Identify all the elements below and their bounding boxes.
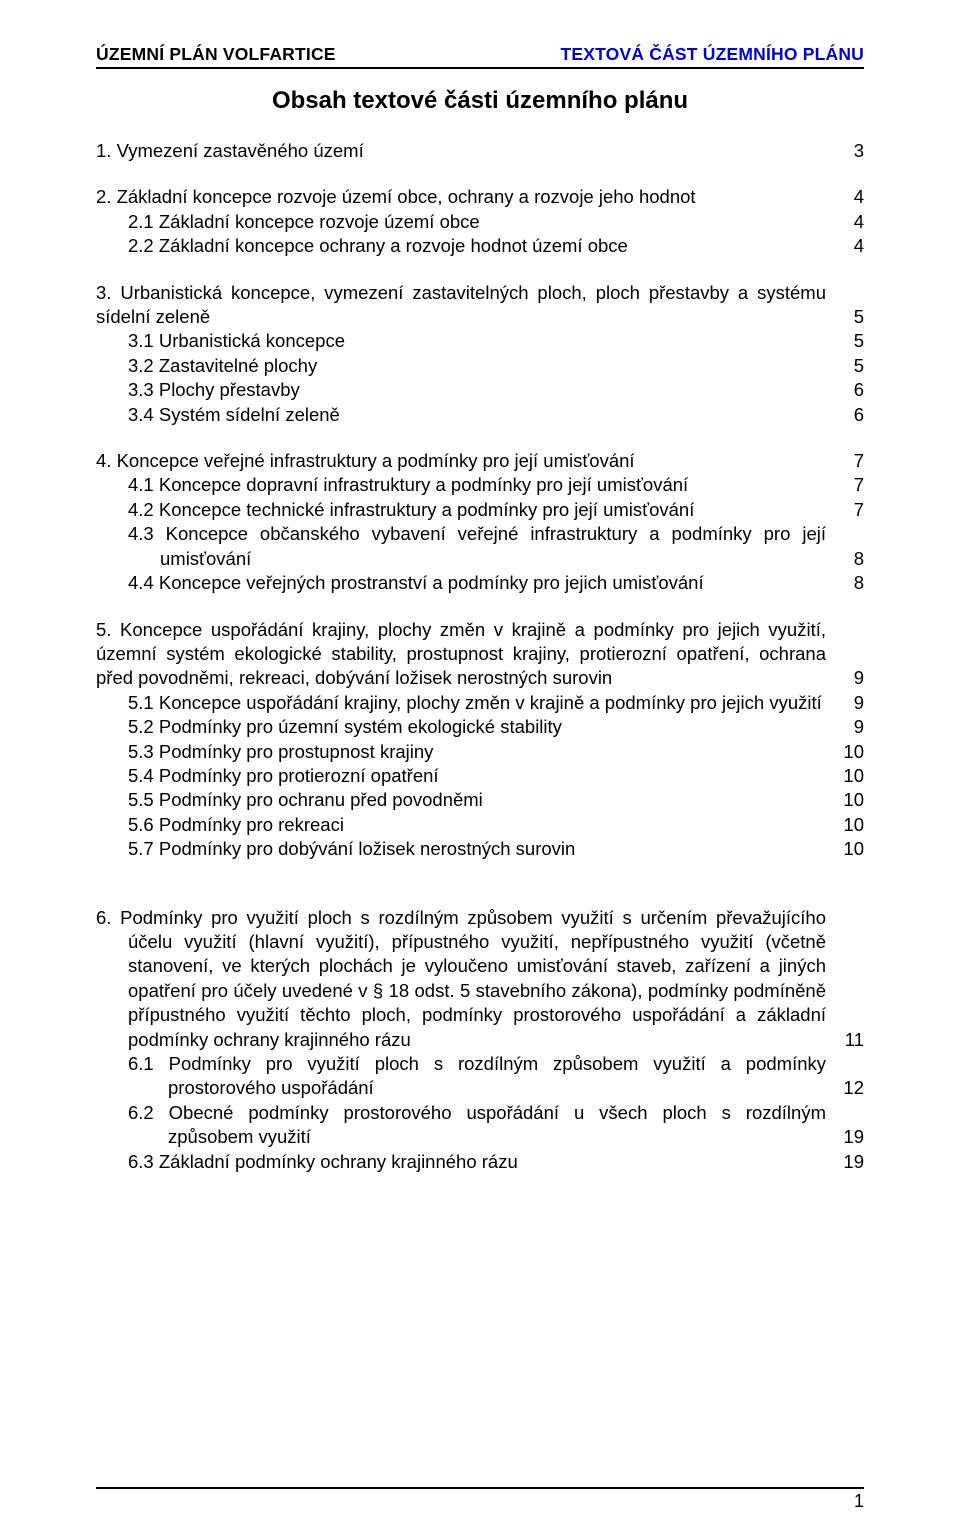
toc-row: 6. Podmínky pro využití ploch s rozdílný…: [96, 906, 864, 1052]
toc-row: 3.1 Urbanistická koncepce 5: [96, 329, 864, 353]
toc-label: 6.1 Podmínky pro využití ploch s rozdíln…: [96, 1052, 834, 1101]
header-left: ÚZEMNÍ PLÁN VOLFARTICE: [96, 44, 336, 65]
toc-page: 9: [834, 666, 864, 690]
toc-page: 10: [834, 764, 864, 788]
running-header: ÚZEMNÍ PLÁN VOLFARTICE TEXTOVÁ ČÁST ÚZEM…: [96, 44, 864, 69]
toc-page: 3: [834, 139, 864, 163]
toc-page: 9: [834, 715, 864, 739]
toc-row: 3.3 Plochy přestavby 6: [96, 378, 864, 402]
toc-label: 5.5 Podmínky pro ochranu před povodněmi: [96, 788, 834, 812]
toc-label: 6.2 Obecné podmínky prostorového uspořád…: [96, 1101, 834, 1150]
toc-label: 3. Urbanistická koncepce, vymezení zasta…: [96, 281, 834, 330]
toc-label: 5.3 Podmínky pro prostupnost krajiny: [96, 740, 834, 764]
toc-row: 5.4 Podmínky pro protierozní opatření 10: [96, 764, 864, 788]
toc-page: 4: [834, 210, 864, 234]
toc-label: 2. Základní koncepce rozvoje území obce,…: [96, 185, 834, 209]
toc-row: 2.2 Základní koncepce ochrany a rozvoje …: [96, 234, 864, 258]
toc-row: 4.1 Koncepce dopravní infrastruktury a p…: [96, 473, 864, 497]
toc-page: 8: [834, 571, 864, 595]
toc-page: 5: [834, 305, 864, 329]
toc-page: 7: [834, 449, 864, 473]
toc-row: 5.6 Podmínky pro rekreaci 10: [96, 813, 864, 837]
toc-label: 2.2 Základní koncepce ochrany a rozvoje …: [128, 234, 834, 258]
toc-label: 5. Koncepce uspořádání krajiny, plochy z…: [96, 618, 834, 691]
toc-row: 3. Urbanistická koncepce, vymezení zasta…: [96, 281, 864, 330]
toc-page: 10: [834, 788, 864, 812]
toc-page: 12: [834, 1076, 864, 1100]
toc-row: 2. Základní koncepce rozvoje území obce,…: [96, 185, 864, 209]
toc-page: 9: [834, 691, 864, 715]
toc-label: 5.4 Podmínky pro protierozní opatření: [96, 764, 834, 788]
toc-row: 5.3 Podmínky pro prostupnost krajiny 10: [96, 740, 864, 764]
toc-row: 4.4 Koncepce veřejných prostranství a po…: [96, 571, 864, 595]
spacer: [96, 884, 864, 906]
toc-page: 6: [834, 403, 864, 427]
toc-page: 8: [834, 547, 864, 571]
toc-label: 5.6 Podmínky pro rekreaci: [96, 813, 834, 837]
toc-label: 4. Koncepce veřejné infrastruktury a pod…: [96, 449, 834, 473]
toc-page: 19: [834, 1125, 864, 1149]
toc-section-3: 3. Urbanistická koncepce, vymezení zasta…: [96, 281, 864, 427]
toc-section-2: 2. Základní koncepce rozvoje území obce,…: [96, 185, 864, 258]
toc-row: 5.1 Koncepce uspořádání krajiny, plochy …: [96, 691, 864, 715]
toc-label: 5.7 Podmínky pro dobývání ložisek nerost…: [96, 837, 834, 861]
toc-label: 3.2 Zastavitelné plochy: [128, 354, 834, 378]
toc-label: 4.2 Koncepce technické infrastruktury a …: [128, 498, 834, 522]
toc-label: 1. Vymezení zastavěného území: [96, 139, 834, 163]
toc-page: 6: [834, 378, 864, 402]
toc-page: 7: [834, 498, 864, 522]
toc-row: 4. Koncepce veřejné infrastruktury a pod…: [96, 449, 864, 473]
toc-row: 1. Vymezení zastavěného území 3: [96, 139, 864, 163]
toc-row: 3.4 Systém sídelní zeleně 6: [96, 403, 864, 427]
toc-row: 6.1 Podmínky pro využití ploch s rozdíln…: [96, 1052, 864, 1101]
toc-row: 6.2 Obecné podmínky prostorového uspořád…: [96, 1101, 864, 1150]
toc-page: 10: [834, 813, 864, 837]
toc-page: 5: [834, 354, 864, 378]
toc-label: 6.3 Základní podmínky ochrany krajinného…: [96, 1150, 834, 1174]
toc-row: 5.5 Podmínky pro ochranu před povodněmi …: [96, 788, 864, 812]
toc-page: 10: [834, 740, 864, 764]
toc-section-1: 1. Vymezení zastavěného území 3: [96, 139, 864, 163]
toc-section-5: 5. Koncepce uspořádání krajiny, plochy z…: [96, 618, 864, 862]
toc-label: 3.3 Plochy přestavby: [128, 378, 834, 402]
toc-label: 4.4 Koncepce veřejných prostranství a po…: [128, 571, 834, 595]
toc-row: 4.2 Koncepce technické infrastruktury a …: [96, 498, 864, 522]
toc-label: 4.3 Koncepce občanského vybavení veřejné…: [128, 522, 834, 571]
page-number: 1: [854, 1491, 864, 1511]
toc-page: 4: [834, 185, 864, 209]
toc-page: 5: [834, 329, 864, 353]
toc-page: 19: [834, 1150, 864, 1174]
page-title: Obsah textové části územního plánu: [96, 87, 864, 115]
toc-row: 3.2 Zastavitelné plochy 5: [96, 354, 864, 378]
toc-label: 3.1 Urbanistická koncepce: [128, 329, 834, 353]
toc-label: 4.1 Koncepce dopravní infrastruktury a p…: [128, 473, 834, 497]
toc-label: 5.1 Koncepce uspořádání krajiny, plochy …: [96, 691, 834, 715]
toc-row: 4.3 Koncepce občanského vybavení veřejné…: [96, 522, 864, 571]
toc-row: 2.1 Základní koncepce rozvoje území obce…: [96, 210, 864, 234]
toc-row: 5.7 Podmínky pro dobývání ložisek nerost…: [96, 837, 864, 861]
toc-page: 7: [834, 473, 864, 497]
toc-label: 5.2 Podmínky pro územní systém ekologick…: [96, 715, 834, 739]
toc-label: 6. Podmínky pro využití ploch s rozdílný…: [96, 906, 834, 1052]
toc-page: 11: [834, 1028, 864, 1052]
toc-page: 10: [834, 837, 864, 861]
toc-row: 6.3 Základní podmínky ochrany krajinného…: [96, 1150, 864, 1174]
toc-section-4: 4. Koncepce veřejné infrastruktury a pod…: [96, 449, 864, 595]
toc-section-6: 6. Podmínky pro využití ploch s rozdílný…: [96, 906, 864, 1174]
toc-label: 2.1 Základní koncepce rozvoje území obce: [128, 210, 834, 234]
toc-label: 3.4 Systém sídelní zeleně: [128, 403, 834, 427]
footer: 1: [96, 1487, 864, 1512]
toc-page: 4: [834, 234, 864, 258]
toc-row: 5.2 Podmínky pro územní systém ekologick…: [96, 715, 864, 739]
header-right: TEXTOVÁ ČÁST ÚZEMNÍHO PLÁNU: [560, 44, 864, 65]
toc-row: 5. Koncepce uspořádání krajiny, plochy z…: [96, 618, 864, 691]
page: ÚZEMNÍ PLÁN VOLFARTICE TEXTOVÁ ČÁST ÚZEM…: [0, 0, 960, 1534]
